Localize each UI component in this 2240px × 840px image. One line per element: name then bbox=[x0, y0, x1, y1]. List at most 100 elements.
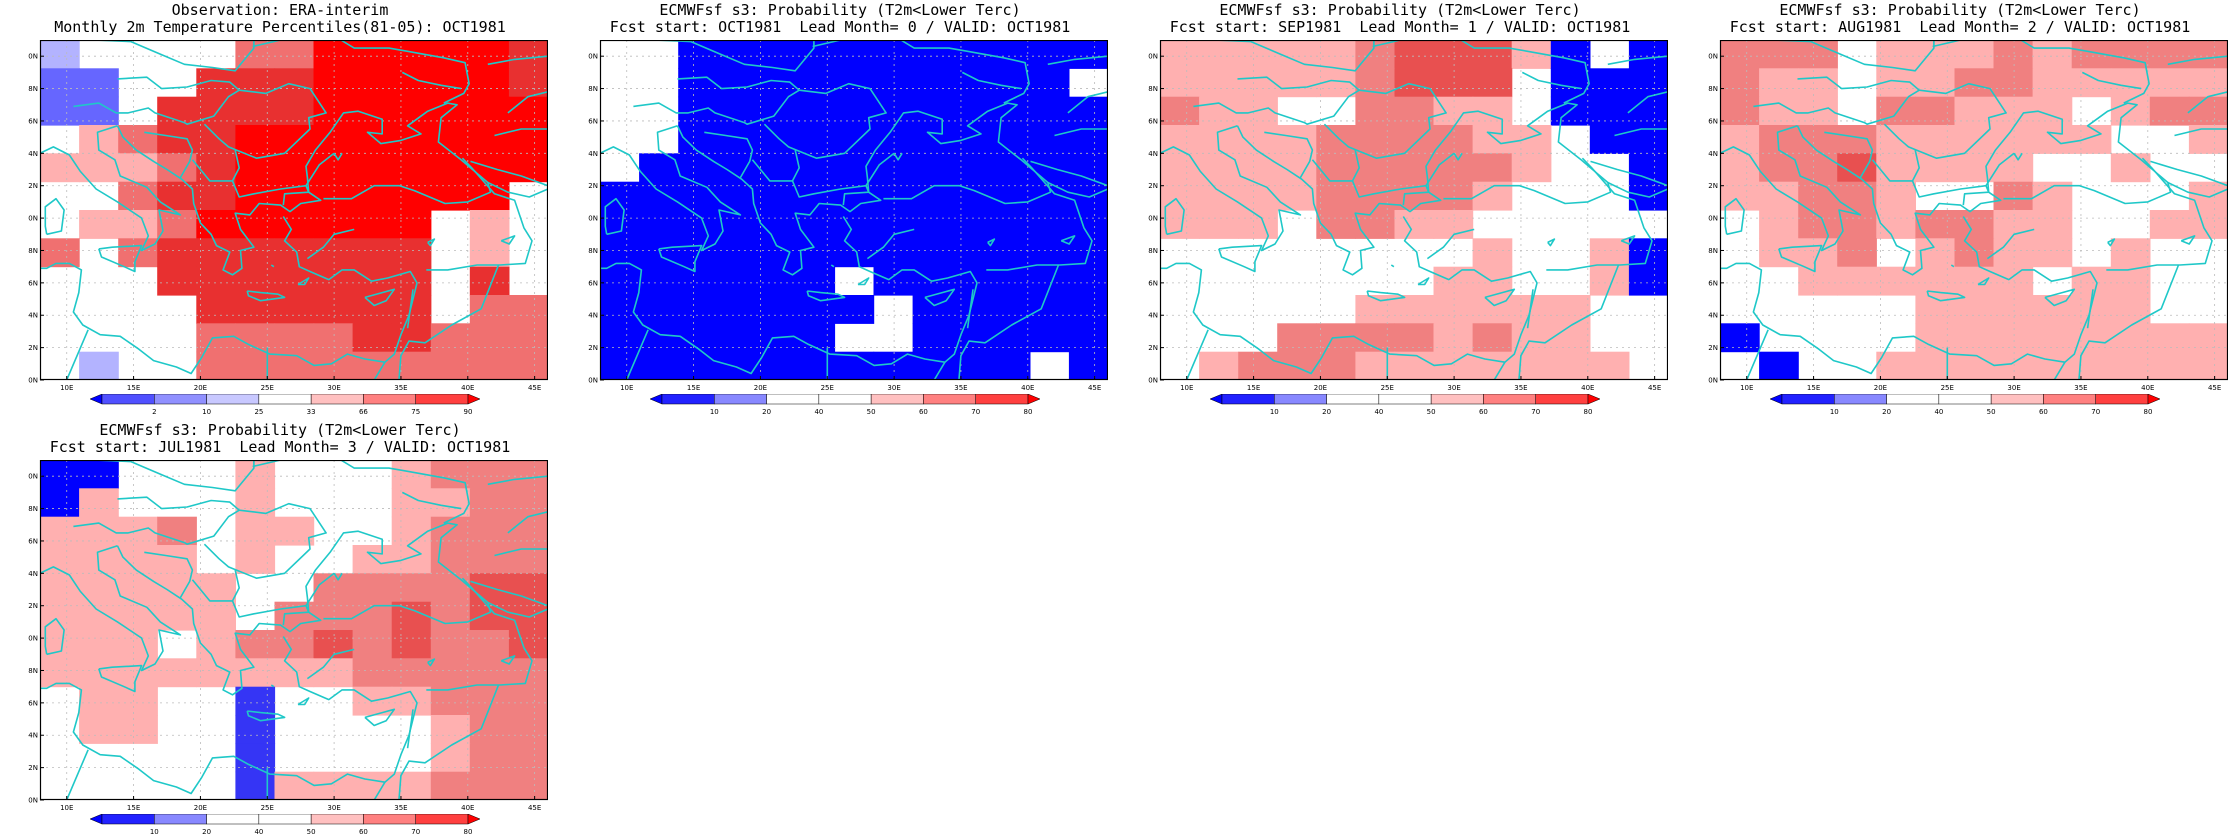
coastline bbox=[1493, 361, 1506, 380]
grid-cell bbox=[1355, 210, 1396, 239]
map-frame bbox=[1159, 40, 1668, 381]
grid-cell bbox=[717, 238, 757, 268]
lat-tick-label: 38N bbox=[1148, 247, 1158, 255]
colorbar-segment bbox=[1483, 394, 1536, 405]
coastline bbox=[933, 361, 946, 380]
grid-cell bbox=[639, 351, 679, 380]
lon-tick-label: 15E bbox=[127, 804, 140, 812]
grid-cell bbox=[430, 630, 471, 659]
coastline bbox=[1054, 128, 1108, 137]
grid-cell bbox=[430, 573, 471, 603]
grid-cell bbox=[795, 40, 836, 69]
grid-cell bbox=[678, 266, 718, 296]
grid-cell bbox=[1394, 295, 1435, 324]
coastline bbox=[2150, 160, 2228, 187]
grid-cell bbox=[235, 351, 276, 380]
lon-tick-label: 20E bbox=[1874, 384, 1887, 392]
grid-cell bbox=[795, 210, 836, 239]
grid-cell bbox=[274, 210, 315, 239]
grid-cell bbox=[430, 181, 471, 211]
grid-cell bbox=[118, 601, 158, 631]
coastline bbox=[203, 82, 327, 159]
grid-cell bbox=[1720, 125, 1760, 154]
colorbar-segment bbox=[2043, 394, 2096, 405]
grid-cell bbox=[313, 40, 354, 69]
lon-tick-label: 25E bbox=[821, 384, 834, 392]
coastline bbox=[427, 238, 436, 247]
grid-cell bbox=[1394, 153, 1435, 183]
colorbar-label: 20 bbox=[202, 828, 211, 836]
grid-cell bbox=[639, 210, 679, 239]
grid-cell bbox=[391, 68, 432, 98]
grid-cell bbox=[639, 295, 679, 324]
lon-tick-label: 15E bbox=[1247, 384, 1260, 392]
colorbar-label: 20 bbox=[762, 408, 771, 416]
map-area: 50N 48N 46N 44N 42N 40N 38N 36N 34N 32N 30N 10E 15E 2… bbox=[1148, 40, 1668, 392]
coastline bbox=[866, 228, 915, 260]
grid-cell bbox=[834, 68, 875, 98]
colorbar-segment bbox=[818, 394, 872, 405]
coastline bbox=[1518, 264, 1620, 380]
coastline bbox=[830, 264, 835, 268]
grid-cell bbox=[1068, 266, 1108, 296]
lon-tick-label: 30E bbox=[2007, 384, 2020, 392]
grid-cell bbox=[235, 125, 276, 154]
grid-cell bbox=[469, 266, 510, 296]
grid-cell bbox=[118, 181, 158, 211]
colorbar-label: 50 bbox=[1427, 408, 1436, 416]
coastline bbox=[398, 684, 500, 800]
coastline bbox=[1067, 91, 1108, 114]
grid-cell bbox=[79, 658, 119, 688]
grid-cell bbox=[1550, 40, 1591, 69]
coastline bbox=[44, 617, 65, 656]
grid-cell bbox=[40, 153, 80, 183]
coastline bbox=[791, 180, 870, 206]
coastline bbox=[333, 572, 343, 581]
grid-cell bbox=[951, 68, 992, 98]
map-area: 50N 48N 46N 44N 42N 40N 38N 36N 34N 32N 30N 10E 15E 2… bbox=[28, 460, 548, 812]
grid-cell bbox=[313, 125, 354, 154]
colorbar-segment bbox=[363, 394, 416, 405]
colorbar: 210253366759098 bbox=[90, 394, 480, 420]
grid-cell bbox=[352, 125, 393, 154]
grid-cell bbox=[235, 210, 276, 239]
grid-cell bbox=[912, 153, 953, 183]
grid-cell bbox=[1954, 125, 1995, 154]
coastline bbox=[426, 157, 533, 271]
grid-cell bbox=[2188, 68, 2228, 98]
map-svg: 50N 48N 46N 44N 42N 40N 38N 36N 34N 32N 30N 10E 15E 2… bbox=[28, 460, 548, 812]
lon-tick-label: 15E bbox=[1807, 384, 1820, 392]
lat-tick-label: 44N bbox=[588, 150, 598, 158]
map-panel-4: ECMWFsf s3: Probability (T2m<Lower Terc)… bbox=[1680, 0, 2240, 420]
grid-cell bbox=[1433, 125, 1474, 154]
coastline bbox=[2107, 238, 2116, 247]
grid-cell bbox=[1954, 210, 1995, 239]
panel-subtitle: Fcst start: JUL1981 Lead Month= 3 / VALI… bbox=[49, 438, 511, 456]
grid-cell bbox=[508, 460, 548, 489]
lat-tick-label: 36N bbox=[588, 279, 598, 287]
grid-cell bbox=[391, 771, 432, 800]
grid-cell bbox=[469, 238, 510, 268]
map-frame bbox=[1719, 40, 2228, 381]
grid-cell bbox=[469, 771, 510, 800]
coastline bbox=[751, 149, 800, 182]
grid-cell bbox=[1837, 266, 1877, 296]
map-svg: 50N 48N 46N 44N 42N 40N 38N 36N 34N 32N 30N 10E 15E 2… bbox=[1708, 40, 2228, 392]
colorbar-label: 75 bbox=[411, 408, 420, 416]
coastline bbox=[246, 290, 286, 302]
grid-cell bbox=[1954, 40, 1995, 69]
colorbar-segment bbox=[415, 394, 469, 405]
lat-tick-label: 40N bbox=[1708, 215, 1718, 223]
grid-cell bbox=[1199, 210, 1239, 239]
grid-cell bbox=[235, 40, 276, 69]
grid-cell bbox=[1472, 125, 1513, 154]
grid-cell bbox=[951, 153, 992, 183]
coastline bbox=[600, 216, 978, 375]
grid-cell bbox=[1589, 266, 1630, 296]
coastline bbox=[73, 496, 240, 545]
lat-tick-label: 46N bbox=[1708, 117, 1718, 125]
grid-cell bbox=[508, 573, 548, 603]
grid-cell bbox=[1511, 153, 1552, 183]
coastline bbox=[406, 709, 414, 749]
coastline bbox=[1030, 160, 1108, 187]
